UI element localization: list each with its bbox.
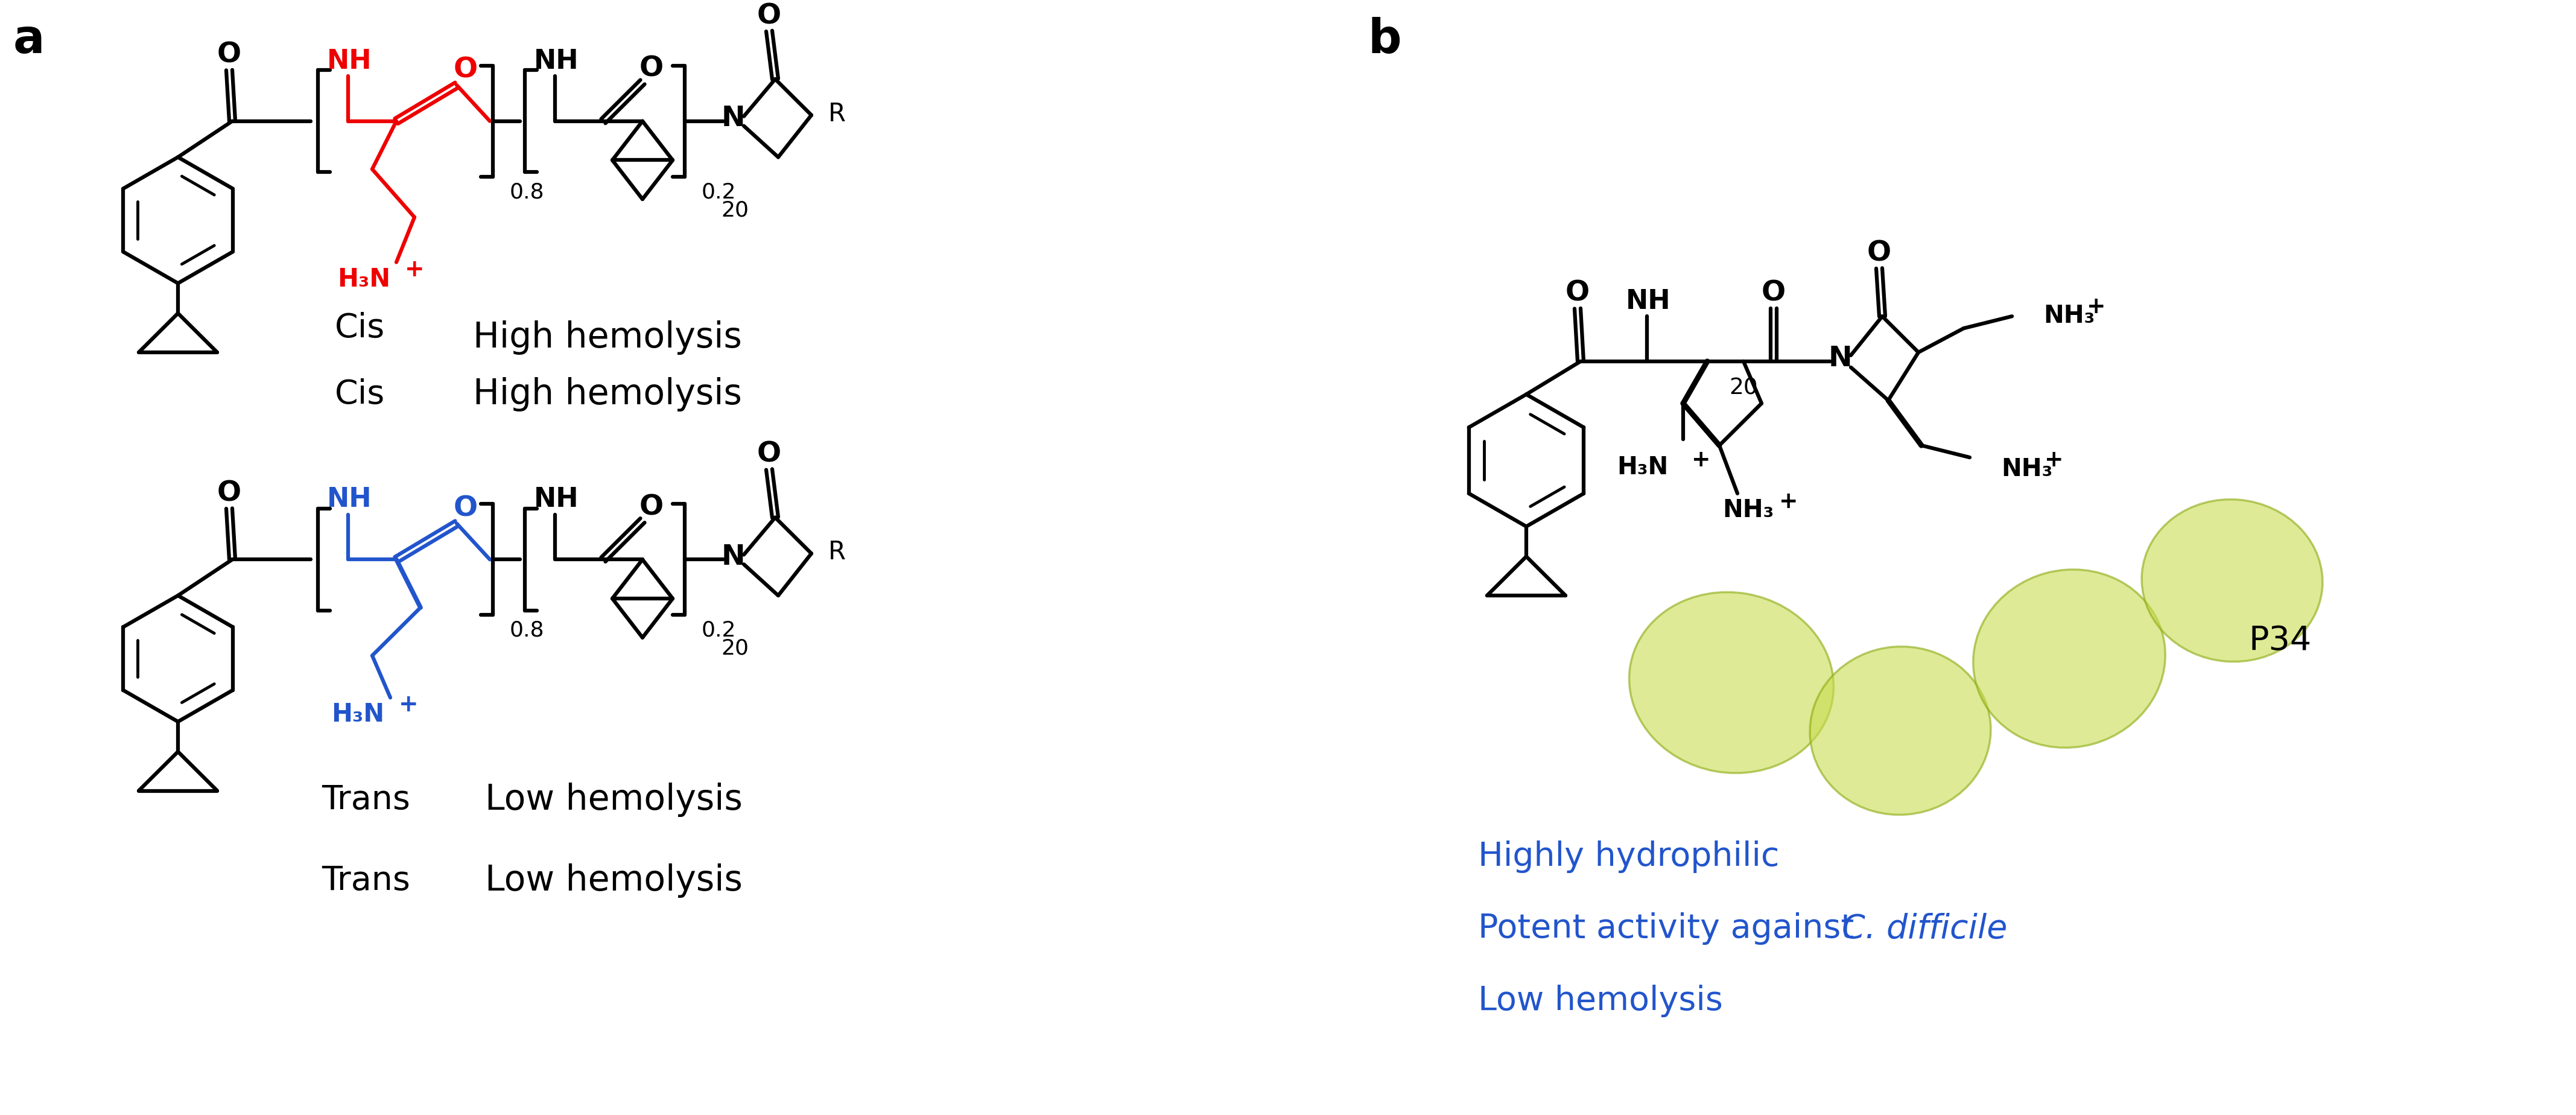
- Text: 0.8: 0.8: [510, 182, 544, 202]
- Text: 0.2: 0.2: [701, 182, 737, 202]
- Text: NH₃: NH₃: [1723, 498, 1775, 522]
- Text: Low hemolysis: Low hemolysis: [1479, 985, 1723, 1017]
- Text: N: N: [1829, 346, 1852, 372]
- Text: O: O: [639, 56, 665, 83]
- Text: N: N: [721, 105, 744, 133]
- Text: NH: NH: [533, 486, 580, 513]
- Text: O: O: [757, 2, 781, 30]
- Text: +: +: [1692, 449, 1710, 472]
- Text: +: +: [2087, 297, 2107, 318]
- Text: NH: NH: [327, 486, 371, 513]
- Text: Low hemolysis: Low hemolysis: [484, 864, 742, 898]
- Text: +: +: [2045, 449, 2063, 472]
- Text: NH: NH: [1625, 289, 1672, 314]
- Ellipse shape: [1628, 592, 1834, 773]
- Text: b: b: [1368, 17, 1401, 62]
- Text: 20: 20: [721, 638, 750, 659]
- Text: NH: NH: [327, 48, 371, 74]
- Text: H₃N: H₃N: [332, 701, 384, 727]
- Text: O: O: [216, 41, 242, 69]
- Text: O: O: [1868, 240, 1891, 266]
- Text: 0.2: 0.2: [701, 620, 737, 641]
- Ellipse shape: [2141, 500, 2324, 661]
- Text: P34: P34: [2249, 624, 2311, 657]
- Text: Cis: Cis: [335, 378, 386, 410]
- Text: O: O: [1762, 280, 1785, 307]
- Text: 20: 20: [1728, 378, 1757, 399]
- Ellipse shape: [1811, 647, 1991, 815]
- Text: Trans: Trans: [322, 784, 410, 816]
- Text: a: a: [13, 17, 44, 62]
- Text: High hemolysis: High hemolysis: [474, 377, 742, 411]
- Text: O: O: [216, 479, 242, 507]
- Text: O: O: [757, 440, 781, 468]
- Text: R: R: [829, 540, 845, 565]
- Text: +: +: [404, 258, 425, 281]
- Text: Highly hydrophilic: Highly hydrophilic: [1479, 841, 1780, 873]
- Text: O: O: [639, 494, 665, 521]
- Text: Low hemolysis: Low hemolysis: [484, 783, 742, 817]
- Text: O: O: [453, 57, 477, 84]
- Text: 20: 20: [721, 200, 750, 221]
- Text: +: +: [399, 694, 417, 716]
- Text: H₃N: H₃N: [1618, 456, 1669, 479]
- Text: +: +: [1780, 491, 1798, 513]
- Text: O: O: [1566, 280, 1589, 307]
- Text: Potent activity against: Potent activity against: [1479, 912, 1865, 946]
- Text: N: N: [721, 543, 744, 571]
- Text: NH₃: NH₃: [2043, 304, 2094, 328]
- Text: 0.8: 0.8: [510, 620, 544, 641]
- Text: Cis: Cis: [335, 312, 386, 345]
- Ellipse shape: [1973, 570, 2166, 748]
- Text: Trans: Trans: [322, 864, 410, 898]
- Text: NH: NH: [533, 48, 580, 74]
- Text: NH₃: NH₃: [2002, 457, 2053, 482]
- Text: H₃N: H₃N: [337, 266, 392, 292]
- Text: R: R: [829, 101, 845, 127]
- Text: C. difficile: C. difficile: [1842, 913, 2007, 944]
- Text: O: O: [453, 495, 477, 522]
- Text: High hemolysis: High hemolysis: [474, 320, 742, 355]
